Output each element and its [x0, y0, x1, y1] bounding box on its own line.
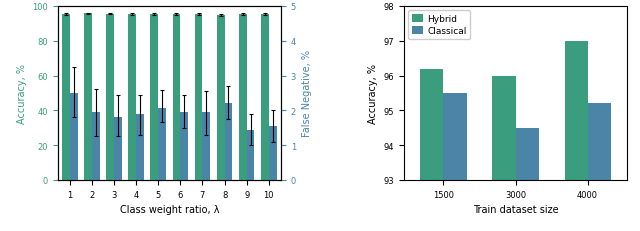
Bar [588, 104, 611, 231]
Bar [217, 15, 225, 180]
Bar [444, 94, 467, 231]
Bar [158, 108, 166, 180]
Bar [261, 15, 269, 180]
Bar [180, 113, 188, 180]
Bar [84, 14, 92, 180]
Bar [62, 15, 70, 180]
Y-axis label: Accuracy, %: Accuracy, % [368, 64, 378, 123]
Legend: Hybrid, Classical: Hybrid, Classical [408, 11, 470, 40]
Bar [515, 128, 539, 231]
Bar [420, 69, 444, 231]
Bar [70, 94, 77, 180]
Bar [92, 113, 100, 180]
Bar [114, 118, 122, 180]
Bar [246, 130, 255, 180]
Y-axis label: Accuracy, %: Accuracy, % [17, 64, 27, 123]
Bar [564, 42, 588, 231]
X-axis label: Train dataset size: Train dataset size [473, 204, 558, 214]
Bar [492, 76, 515, 231]
Bar [150, 15, 158, 180]
Bar [225, 104, 232, 180]
Y-axis label: False Negative, %: False Negative, % [301, 50, 312, 137]
Bar [136, 114, 144, 180]
Bar [106, 15, 114, 180]
Bar [202, 113, 210, 180]
Bar [173, 15, 180, 180]
Bar [269, 127, 276, 180]
Bar [129, 15, 136, 180]
X-axis label: Class weight ratio, λ: Class weight ratio, λ [120, 204, 219, 214]
Bar [239, 15, 246, 180]
Bar [195, 15, 202, 180]
